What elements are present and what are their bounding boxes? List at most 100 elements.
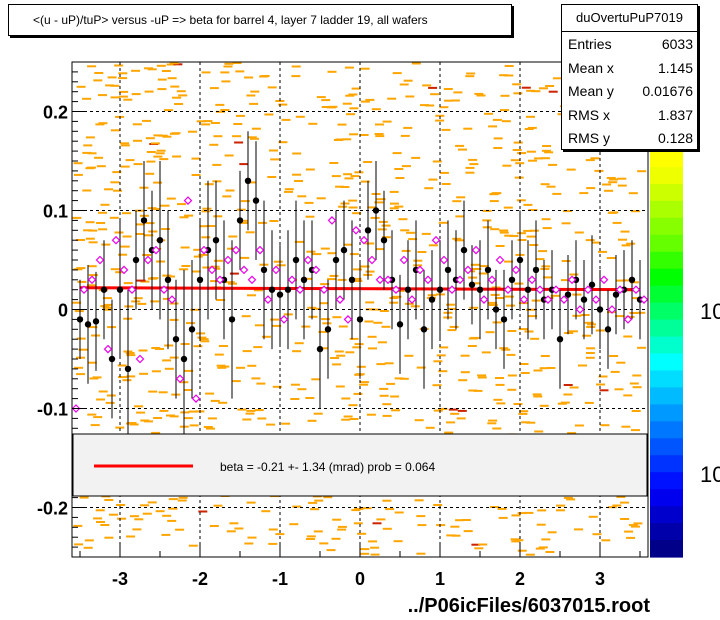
histogram-cell xyxy=(458,148,467,151)
stat-value: 6033 xyxy=(661,36,693,52)
histogram-cell xyxy=(490,192,500,195)
histogram-cell xyxy=(341,397,351,400)
data-point-diamond xyxy=(151,245,161,255)
histogram-cell xyxy=(335,385,345,388)
data-point-diamond xyxy=(535,285,545,295)
histogram-cell xyxy=(82,189,92,192)
colorbar-bin xyxy=(650,421,683,439)
histogram-cell xyxy=(526,115,535,118)
data-point-diamond xyxy=(623,315,633,324)
histogram-cell xyxy=(382,414,392,417)
histogram-cell xyxy=(467,345,477,347)
histogram-cell xyxy=(548,90,558,93)
histogram-cell xyxy=(561,260,571,262)
histogram-cell xyxy=(126,354,136,357)
histogram-cell xyxy=(224,154,234,157)
histogram-cell xyxy=(512,149,522,151)
data-point xyxy=(268,286,276,293)
histogram-cell xyxy=(404,354,414,357)
data-point-diamond xyxy=(423,275,433,285)
data-point-diamond xyxy=(431,235,441,245)
histogram-cell xyxy=(207,417,217,420)
histogram-cell xyxy=(487,422,497,425)
data-point xyxy=(156,237,164,244)
histogram-cell xyxy=(359,383,369,386)
histogram-cell xyxy=(338,325,348,328)
histogram-cell xyxy=(247,294,256,297)
histogram-cell xyxy=(151,347,161,349)
histogram-cell xyxy=(221,80,231,83)
histogram-cell xyxy=(425,104,435,107)
histogram-cell xyxy=(74,310,84,313)
data-point xyxy=(604,326,612,333)
histogram-cell xyxy=(482,226,492,229)
histogram-cell xyxy=(85,237,95,240)
histogram-cell xyxy=(292,350,302,353)
histogram-cell xyxy=(509,235,519,237)
histogram-cell xyxy=(348,404,358,407)
histogram-cell xyxy=(110,84,120,87)
histogram-cell xyxy=(526,421,536,424)
histogram-cell xyxy=(538,546,548,549)
histogram-cell xyxy=(527,126,537,129)
histogram-cell xyxy=(100,305,110,308)
histogram-cell xyxy=(411,62,421,65)
colorbar-bin xyxy=(650,438,683,456)
histogram-cell xyxy=(164,367,174,370)
histogram-cell xyxy=(529,244,539,246)
histogram-cell xyxy=(145,222,155,225)
histogram-cell xyxy=(534,157,544,160)
histogram-cell xyxy=(249,102,259,105)
histogram-cell xyxy=(556,509,565,512)
histogram-cell xyxy=(519,363,529,365)
histogram-cell xyxy=(518,328,528,331)
histogram-cell xyxy=(250,137,259,140)
histogram-cell xyxy=(353,392,363,395)
histogram-cell xyxy=(417,524,427,527)
histogram-cell xyxy=(126,375,136,378)
histogram-cell xyxy=(101,243,111,246)
histogram-cell xyxy=(354,343,364,346)
histogram-cell xyxy=(245,412,255,415)
histogram-cell xyxy=(189,424,199,427)
histogram-cell xyxy=(142,119,151,122)
data-point-diamond xyxy=(303,255,313,265)
histogram-cell xyxy=(637,346,647,349)
histogram-cell xyxy=(292,152,302,155)
histogram-cell xyxy=(468,158,478,161)
histogram-cell xyxy=(73,173,83,176)
histogram-cell xyxy=(319,542,329,545)
data-point-diamond xyxy=(223,255,233,265)
histogram-cell xyxy=(76,373,86,376)
histogram-cell xyxy=(319,302,329,305)
histogram-cell xyxy=(468,276,478,279)
stat-row: Entries 6033 xyxy=(568,33,693,57)
histogram-cell xyxy=(374,201,384,204)
histogram-cell xyxy=(131,93,141,96)
histogram-cell xyxy=(156,260,166,263)
histogram-cell xyxy=(501,120,511,123)
histogram-cell xyxy=(301,325,311,328)
histogram-cell xyxy=(528,159,537,162)
histogram-cell xyxy=(535,258,545,261)
histogram-cell xyxy=(460,354,470,357)
histogram-cell xyxy=(451,534,461,537)
data-point xyxy=(132,256,140,264)
histogram-cell xyxy=(502,164,512,167)
histogram-cell xyxy=(403,126,413,129)
histogram-cell xyxy=(387,97,397,100)
histogram-cell xyxy=(586,187,596,190)
histogram-cell xyxy=(153,417,163,419)
histogram-cell xyxy=(349,133,359,136)
data-point-diamond xyxy=(583,285,593,295)
histogram-cell xyxy=(602,183,612,186)
histogram-cell xyxy=(631,410,641,412)
histogram-cell xyxy=(88,326,98,329)
histogram-cell xyxy=(253,346,263,349)
data-point-diamond xyxy=(167,295,177,304)
histogram-cell xyxy=(297,195,307,198)
histogram-cell xyxy=(382,120,392,123)
stat-label: RMS x xyxy=(568,107,610,123)
histogram-cell xyxy=(166,414,175,417)
stats-box: duOvertuPuP7019 Entries 6033 Mean x 1.14… xyxy=(561,4,698,150)
